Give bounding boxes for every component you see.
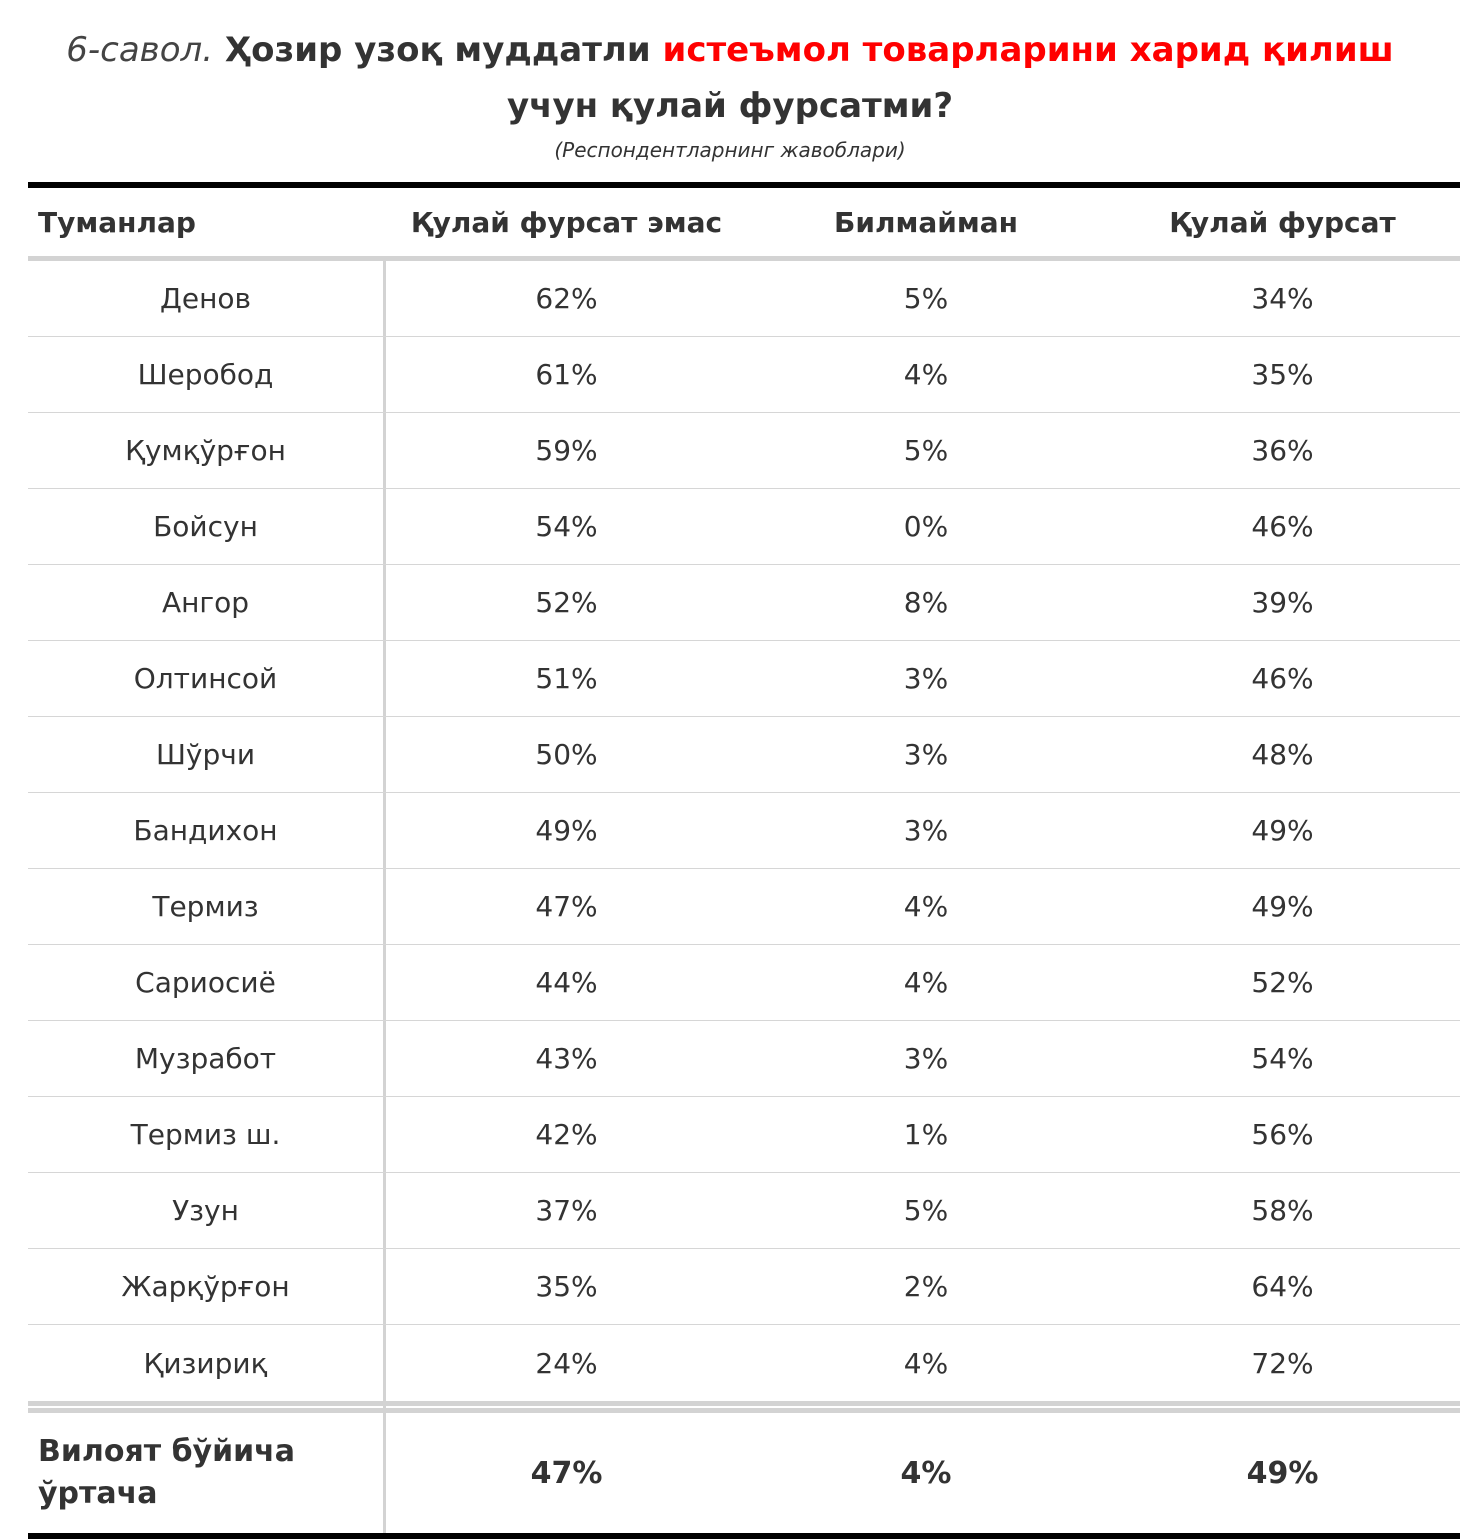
good-time-cell: 56% [1251,1118,1314,1151]
table-row: Бойсун 54% 0% 46% [28,489,1460,565]
dont-know-cell: 5% [903,434,949,467]
not-good-time-cell: 44% [535,966,598,999]
district-cell: Ангор [28,565,386,640]
table-row: Шўрчи 50% 3% 48% [28,717,1460,793]
not-good-time-cell: 43% [535,1042,598,1075]
dont-know-cell: 3% [903,738,949,771]
district-cell: Бойсун [28,489,386,564]
not-good-time-cell: 49% [535,814,598,847]
good-time-cell: 49% [1251,890,1314,923]
district-cell: Олтинсой [28,641,386,716]
title-line-2: учун қулай фурсатми? [506,86,954,126]
good-time-cell: 72% [1251,1346,1314,1380]
district-cell: Узун [28,1173,386,1248]
column-header-good-time: Қулай фурсат [1169,205,1396,239]
table-row: Сариосиё 44% 4% 52% [28,945,1460,1021]
dont-know-cell: 4% [903,890,949,923]
not-good-time-cell: 42% [535,1118,598,1151]
footer-label: Вилоят бўйича ўртача [28,1413,386,1533]
chart-title: 6-савол. Ҳозир узоқ муддатли истеъмол то… [0,22,1460,134]
table-row: Термиз 47% 4% 49% [28,869,1460,945]
dont-know-cell: 4% [903,358,949,391]
good-time-cell: 54% [1251,1042,1314,1075]
not-good-time-cell: 24% [535,1346,598,1380]
not-good-time-cell: 54% [535,510,598,543]
table-row: Жарқўрғон 35% 2% 64% [28,1249,1460,1325]
dont-know-cell: 3% [903,1042,949,1075]
good-time-cell: 49% [1251,814,1314,847]
dont-know-cell: 1% [903,1118,949,1151]
footer-not-good-time: 47% [530,1455,603,1491]
dont-know-cell: 4% [903,966,949,999]
dont-know-cell: 0% [903,510,949,543]
not-good-time-cell: 59% [535,434,598,467]
table-row: Қумқўрғон 59% 5% 36% [28,413,1460,489]
good-time-cell: 52% [1251,966,1314,999]
good-time-cell: 64% [1251,1270,1314,1303]
dont-know-cell: 5% [903,1194,949,1227]
table-row: Термиз ш. 42% 1% 56% [28,1097,1460,1173]
district-cell: Жарқўрғон [28,1249,386,1324]
not-good-time-cell: 61% [535,358,598,391]
table-row: Узун 37% 5% 58% [28,1173,1460,1249]
not-good-time-cell: 50% [535,738,598,771]
footer-dont-know: 4% [900,1455,952,1491]
table-row: Ангор 52% 8% 39% [28,565,1460,641]
table-row: Денов 62% 5% 34% [28,261,1460,337]
not-good-time-cell: 52% [535,586,598,619]
title-part-1: Ҳозир узоқ муддатли [224,30,651,70]
column-header-dont-know: Билмайман [834,205,1018,239]
district-cell: Термиз ш. [28,1097,386,1172]
district-cell: Шеробод [28,337,386,412]
table-row: Олтинсой 51% 3% 46% [28,641,1460,717]
dont-know-cell: 2% [903,1270,949,1303]
dont-know-cell: 4% [903,1346,949,1380]
chart-subtitle: (Респондентларнинг жавоблари) [554,138,906,162]
footer-separator [28,1401,1460,1413]
not-good-time-cell: 62% [535,282,598,315]
not-good-time-cell: 35% [535,1270,598,1303]
district-cell: Бандихон [28,793,386,868]
good-time-cell: 39% [1251,586,1314,619]
not-good-time-cell: 47% [535,890,598,923]
district-cell: Музработ [28,1021,386,1096]
district-cell: Қумқўрғон [28,413,386,488]
table-row: Шеробод 61% 4% 35% [28,337,1460,413]
not-good-time-cell: 51% [535,662,598,695]
not-good-time-cell: 37% [535,1194,598,1227]
district-cell: Қизириқ [28,1325,386,1401]
good-time-cell: 46% [1251,662,1314,695]
footer-good-time: 49% [1246,1455,1319,1491]
title-line-1: 6-савол. Ҳозир узоқ муддатли истеъмол то… [0,22,1460,78]
dont-know-cell: 3% [903,814,949,847]
district-cell: Денов [28,261,386,336]
table-body: Денов 62% 5% 34% Шеробод 61% 4% 35% Қумқўрғон 59%… [28,261,1460,1401]
question-number: 6-савол. [66,30,214,70]
table-footer-row: Вилоят бўйича ўртача 47% 4% 49% [28,1413,1460,1533]
table-bottom-rule [28,1533,1460,1539]
dont-know-cell: 8% [903,586,949,619]
district-cell: Термиз [28,869,386,944]
good-time-cell: 36% [1251,434,1314,467]
district-cell: Шўрчи [28,717,386,792]
dont-know-cell: 5% [903,282,949,315]
dont-know-cell: 3% [903,662,949,695]
good-time-cell: 35% [1251,358,1314,391]
good-time-cell: 48% [1251,738,1314,771]
good-time-cell: 46% [1251,510,1314,543]
table-header: Туманлар Қулай фурсат эмас Билмайман Қул… [28,188,1460,261]
table-row: Бандихон 49% 3% 49% [28,793,1460,869]
district-cell: Сариосиё [28,945,386,1020]
column-header-not-good-time: Қулай фурсат эмас [410,205,723,239]
column-header-district: Туманлар [38,205,196,239]
good-time-cell: 58% [1251,1194,1314,1227]
table-row: Қизириқ 24% 4% 72% [28,1325,1460,1401]
table-top-rule [28,182,1460,188]
good-time-cell: 34% [1251,282,1314,315]
data-table: Туманлар Қулай фурсат эмас Билмайман Қул… [28,182,1460,1539]
table-row: Музработ 43% 3% 54% [28,1021,1460,1097]
title-highlight: истеъмол товарларини харид қилиш [662,30,1394,70]
